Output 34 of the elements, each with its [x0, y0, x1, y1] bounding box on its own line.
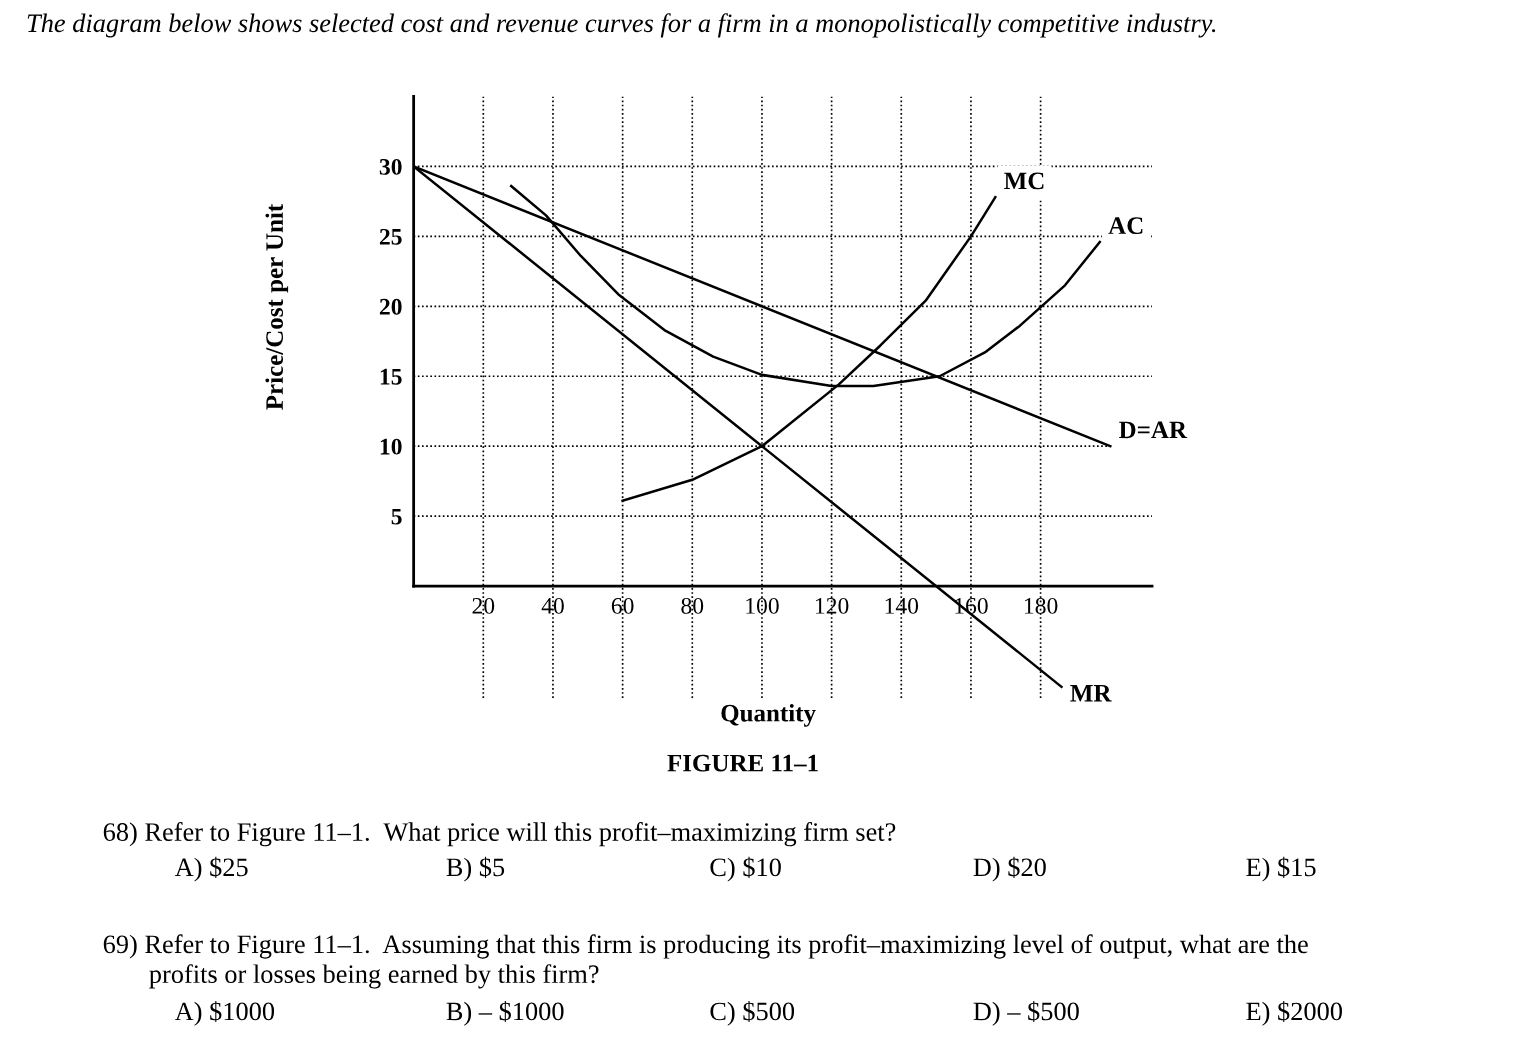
- y-axis-title: Price/Cost per Unit: [265, 203, 289, 410]
- x-tick-label: 140: [885, 597, 919, 614]
- series-label: MC: [1004, 172, 1044, 190]
- x-tick-label: 40: [541, 597, 564, 614]
- text: B) – $1000: [446, 1001, 564, 1026]
- series-label: D=AR: [1119, 421, 1188, 439]
- x-tick-label: 20: [472, 597, 495, 614]
- text: C) $10: [710, 856, 781, 882]
- x-tick-label: 100: [746, 597, 779, 614]
- text: E) $15: [1246, 856, 1316, 882]
- text: A) $25: [174, 856, 248, 882]
- y-tick-label: 20: [379, 298, 402, 315]
- text: C) $500: [710, 1001, 795, 1026]
- y-tick-label: 15: [380, 368, 402, 385]
- text: A) $1000: [174, 1001, 275, 1026]
- text: 68) Refer to Figure 11–1. What price will this profit–maximizing firm set?: [103, 822, 896, 847]
- y-tick-label: 30: [379, 158, 402, 175]
- x-tick-label: 120: [815, 597, 849, 614]
- series-label: AC: [1108, 217, 1143, 235]
- x-axis-title: Quantity: [721, 704, 816, 727]
- text: D) $20: [973, 856, 1046, 882]
- chart-title: The diagram below shows selected cost and revenue curves for a firm in a monopolistically competitive industry.: [27, 13, 1216, 38]
- x-tick-label: 60: [611, 597, 634, 614]
- text: 69) Refer to Figure 11–1. Assuming that this firm is producing its profit–maximizing level of output, what are the profits or losses being earned by this firm?: [103, 934, 1308, 989]
- x-tick-label: 80: [681, 597, 704, 614]
- series-label: MR: [1070, 685, 1112, 702]
- y-tick-label: 10: [380, 438, 402, 455]
- text: B) $5: [446, 856, 505, 882]
- text: D) – $500: [973, 1001, 1079, 1026]
- caption: FIGURE 11–1: [667, 754, 818, 772]
- y-tick-label: 25: [379, 228, 402, 245]
- x-tick-label: 180: [1024, 597, 1058, 614]
- text: E) $2000: [1246, 1001, 1342, 1026]
- y-tick-label: 5: [391, 508, 402, 525]
